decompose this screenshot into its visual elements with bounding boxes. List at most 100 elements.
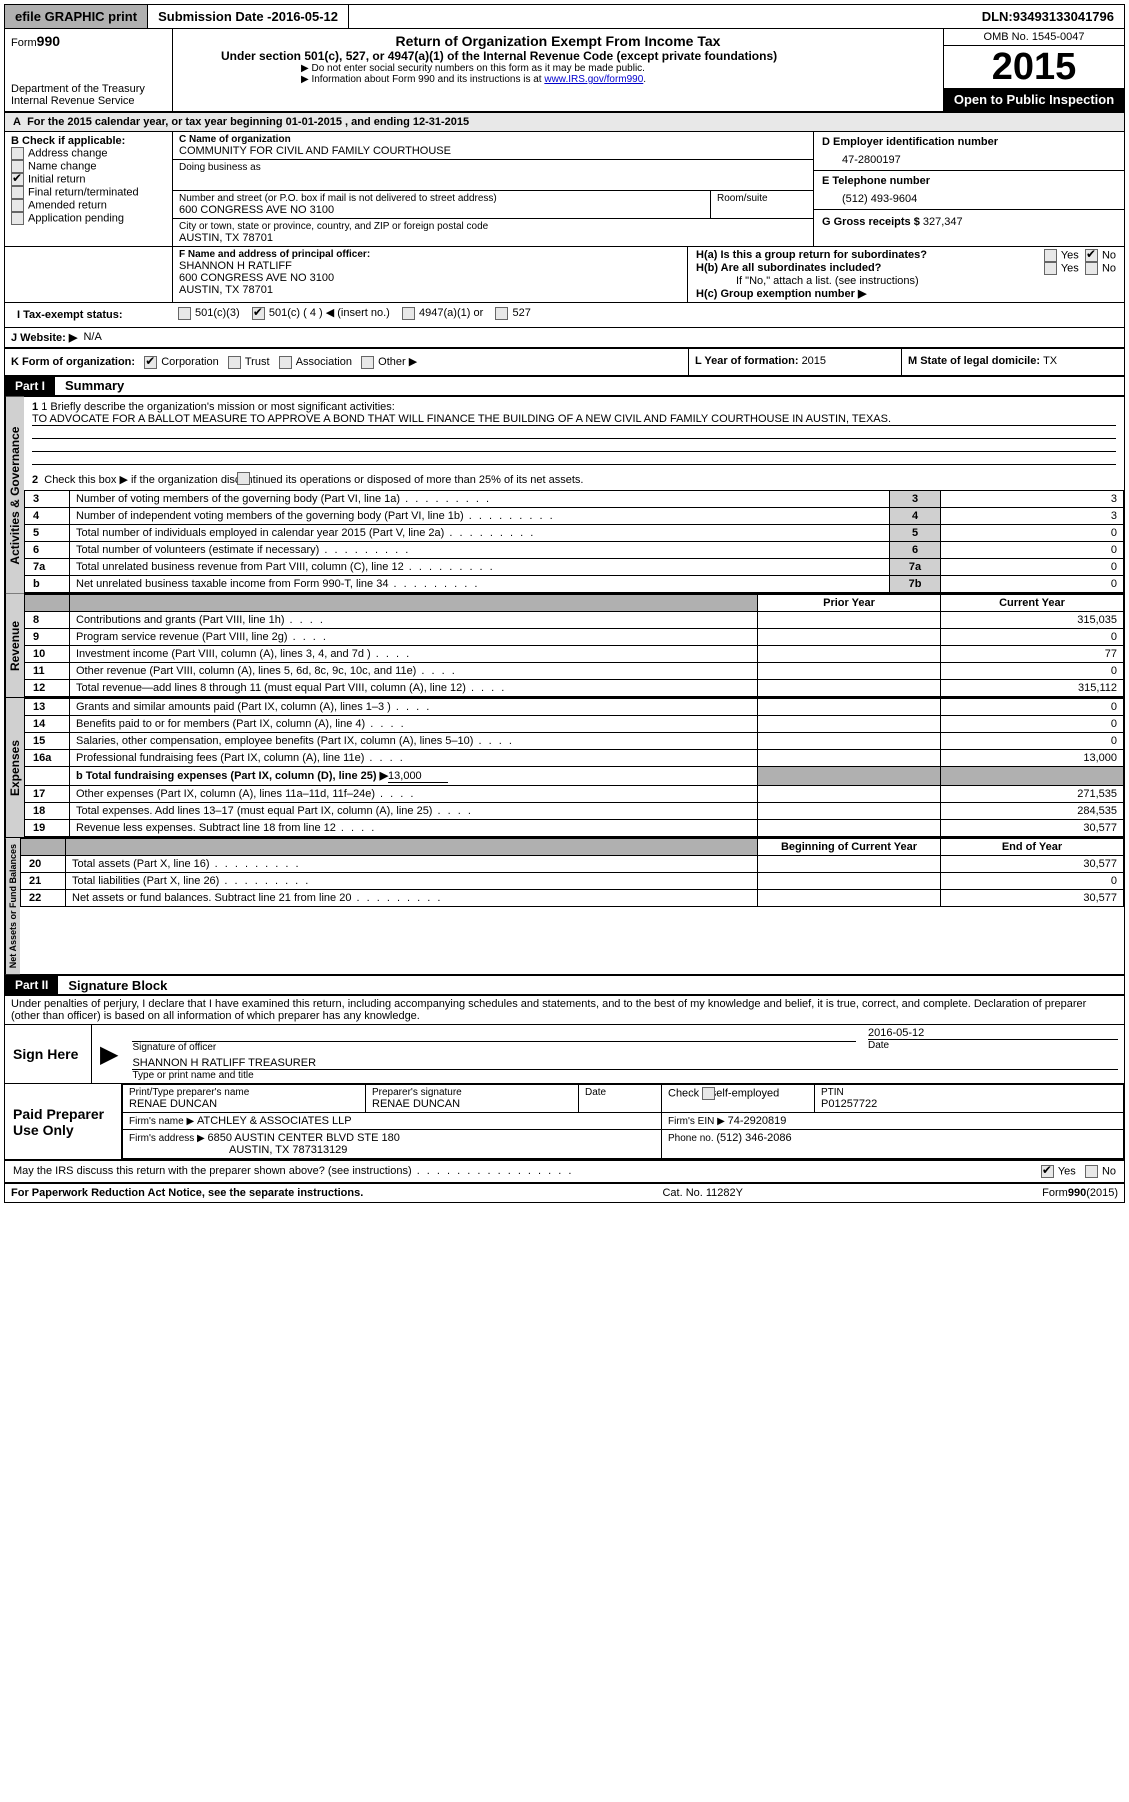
form-container: efile GRAPHIC print Submission Date - 20… <box>4 4 1125 1203</box>
exp-row: 19Revenue less expenses. Subtract line 1… <box>25 820 1124 837</box>
part2-header: Part II Signature Block <box>5 976 1124 996</box>
officer-printed-name: SHANNON H RATLIFF TREASURER <box>132 1057 1118 1070</box>
exp-row: 16aProfessional fundraising fees (Part I… <box>25 750 1124 767</box>
exp-row: 15Salaries, other compensation, employee… <box>25 733 1124 750</box>
i-501c3-checkbox[interactable] <box>178 307 191 320</box>
l2-checkbox[interactable] <box>237 472 250 485</box>
ha-no-checkbox[interactable] <box>1085 249 1098 262</box>
j-label: J Website: ▶ <box>11 331 77 344</box>
a-text-b: , and ending <box>342 116 413 128</box>
rev-row: 9Program service revenue (Part VIII, lin… <box>25 629 1124 646</box>
hb-label: H(b) Are all subordinates included? <box>696 262 881 274</box>
final-return-checkbox[interactable] <box>11 186 24 199</box>
part1-badge: Part I <box>5 377 55 395</box>
ha-label: H(a) Is this a group return for subordin… <box>696 249 927 261</box>
k-opt-1: Trust <box>245 356 270 368</box>
l-label: L Year of formation: <box>695 355 802 367</box>
phone-value: (512) 493-9604 <box>822 187 1116 205</box>
rev-row: 8Contributions and grants (Part VIII, li… <box>25 612 1124 629</box>
efile-print-button[interactable]: efile GRAPHIC print <box>5 5 148 28</box>
ptin-value: P01257722 <box>821 1098 1117 1110</box>
submission-date: Submission Date - 2016-05-12 <box>148 5 349 28</box>
vtab-na: Net Assets or Fund Balances <box>5 838 20 974</box>
b-opt-2: Initial return <box>28 173 85 185</box>
a-text-a: For the 2015 calendar year, or tax year … <box>27 116 286 128</box>
m-label: M State of legal domicile: <box>908 355 1043 367</box>
discuss-no-checkbox[interactable] <box>1085 1165 1098 1178</box>
discuss-yes-checkbox[interactable] <box>1041 1165 1054 1178</box>
officer-addr1: 600 CONGRESS AVE NO 3100 <box>179 272 681 284</box>
section-a: A For the 2015 calendar year, or tax yea… <box>5 113 1124 132</box>
i-501c-checkbox[interactable] <box>252 307 265 320</box>
declaration-text: Under penalties of perjury, I declare th… <box>5 996 1124 1025</box>
amended-return-checkbox[interactable] <box>11 199 24 212</box>
part2-title: Signature Block <box>58 978 167 993</box>
footer-form-yr: (2015) <box>1086 1187 1118 1199</box>
i-opt-1: 501(c) ( 4 ) ◀ (insert no.) <box>269 307 390 319</box>
ha-yes-checkbox[interactable] <box>1044 249 1057 262</box>
hc-label: H(c) Group exemption number ▶ <box>696 288 866 300</box>
i-opt-2: 4947(a)(1) or <box>419 307 483 319</box>
k-trust-checkbox[interactable] <box>228 356 241 369</box>
k-opt-2: Association <box>296 356 352 368</box>
prep-sig: RENAE DUNCAN <box>372 1098 572 1110</box>
hb-yes-checkbox[interactable] <box>1044 262 1057 275</box>
pra-notice: For Paperwork Reduction Act Notice, see … <box>11 1187 363 1199</box>
discuss-row: May the IRS discuss this return with the… <box>5 1161 1124 1184</box>
gov-row: 5Total number of individuals employed in… <box>25 525 1124 542</box>
website-value: N/A <box>83 331 101 344</box>
app-pending-checkbox[interactable] <box>11 212 24 225</box>
mission-text: TO ADVOCATE FOR A BALLOT MEASURE TO APPR… <box>32 413 1116 426</box>
treasury-dept: Department of the Treasury <box>11 83 166 95</box>
form-number: 990 <box>37 33 60 49</box>
exp-row: 13Grants and similar amounts paid (Part … <box>25 699 1124 716</box>
section-i: I Tax-exempt status: 501(c)(3) 501(c) ( … <box>5 303 1124 328</box>
gov-row: 4Number of independent voting members of… <box>25 508 1124 525</box>
b-label: B Check if applicable: <box>11 135 166 147</box>
exp-table: 13Grants and similar amounts paid (Part … <box>24 698 1124 837</box>
part1-title: Summary <box>55 378 124 393</box>
k-other-checkbox[interactable] <box>361 356 374 369</box>
open-inspection: Open to Public Inspection <box>944 88 1124 111</box>
self-employed-checkbox[interactable] <box>702 1087 715 1100</box>
a-end: 12-31-2015 <box>413 116 469 128</box>
form-header: Form990 Department of the Treasury Inter… <box>5 29 1124 113</box>
irs-link[interactable]: www.IRS.gov/form990 <box>544 74 643 85</box>
hb-no: No <box>1102 262 1116 274</box>
rev-row: 11Other revenue (Part VIII, column (A), … <box>25 663 1124 680</box>
prep-date-label: Date <box>585 1087 655 1098</box>
i-527-checkbox[interactable] <box>495 307 508 320</box>
top-bar: efile GRAPHIC print Submission Date - 20… <box>5 5 1124 29</box>
k-assoc-checkbox[interactable] <box>279 356 292 369</box>
gov-row: 7aTotal unrelated business revenue from … <box>25 559 1124 576</box>
rev-table: Prior YearCurrent Year8Contributions and… <box>24 594 1124 697</box>
m-value: TX <box>1043 355 1057 367</box>
firm-ein: 74-2920819 <box>728 1115 787 1127</box>
discuss-text: May the IRS discuss this return with the… <box>13 1165 412 1177</box>
c-name-label: C Name of organization <box>179 134 291 145</box>
tax-year: 2015 <box>944 46 1124 88</box>
street-label: Number and street (or P.O. box if mail i… <box>179 193 704 204</box>
prep-sig-label: Preparer's signature <box>372 1087 572 1098</box>
gov-row: 3Number of voting members of the governi… <box>25 491 1124 508</box>
addr-change-checkbox[interactable] <box>11 147 24 160</box>
i-4947-checkbox[interactable] <box>402 307 415 320</box>
dln-label: DLN: <box>982 9 1013 24</box>
exp-row: 18Total expenses. Add lines 13–17 (must … <box>25 803 1124 820</box>
f-label: F Name and address of principal officer: <box>179 249 370 260</box>
rev-row: 12Total revenue—add lines 8 through 11 (… <box>25 680 1124 697</box>
hb-no-checkbox[interactable] <box>1085 262 1098 275</box>
officer-name: SHANNON H RATLIFF <box>179 260 681 272</box>
org-name: COMMUNITY FOR CIVIL AND FAMILY COURTHOUS… <box>179 145 807 157</box>
dln: DLN: 93493133041796 <box>972 5 1124 28</box>
footer-form-label: Form <box>1042 1187 1068 1199</box>
e-label: E Telephone number <box>822 175 1116 187</box>
k-label: K Form of organization: <box>11 356 135 368</box>
gross-receipts: 327,347 <box>923 216 963 228</box>
activities-governance: Activities & Governance 1 1 Briefly desc… <box>5 397 1124 595</box>
exp-row: 17Other expenses (Part IX, column (A), l… <box>25 786 1124 803</box>
firm-phone-label: Phone no. <box>668 1133 716 1144</box>
discuss-no: No <box>1102 1166 1116 1178</box>
initial-return-checkbox[interactable] <box>11 173 24 186</box>
k-corp-checkbox[interactable] <box>144 356 157 369</box>
